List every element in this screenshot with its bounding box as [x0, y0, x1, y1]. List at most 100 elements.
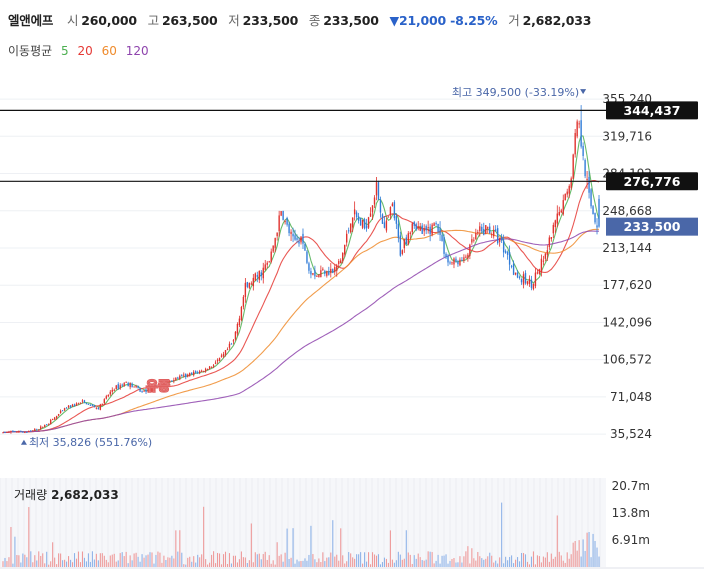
ma-60[interactable]: 60	[101, 44, 117, 58]
ma-120[interactable]: 120	[125, 44, 149, 58]
candle-body	[308, 263, 310, 271]
ma-20[interactable]: 20	[77, 44, 93, 58]
candle-body	[145, 389, 147, 392]
candle-body	[44, 424, 46, 427]
candle-body	[496, 228, 499, 244]
volume-bar	[475, 560, 477, 567]
volume-bar	[457, 562, 459, 567]
volume-bar	[177, 551, 179, 567]
volume-bar	[389, 530, 391, 567]
volume-bar	[570, 554, 572, 567]
volume-bar	[93, 559, 95, 567]
volume-bar	[495, 560, 497, 567]
candle-body	[119, 385, 121, 389]
high-label: 고	[147, 13, 160, 28]
volume-bar	[435, 560, 437, 567]
candle-body	[336, 266, 338, 271]
ma-20-line	[2, 179, 600, 434]
volume-bar	[20, 562, 22, 567]
candle-body	[95, 407, 98, 409]
volume-bar	[30, 551, 32, 567]
candle-body	[318, 274, 320, 277]
current-price-tag	[606, 217, 698, 236]
volume-bar	[296, 559, 298, 567]
volume-bar	[536, 555, 538, 567]
volume-bar	[89, 561, 91, 567]
candle-body	[578, 123, 580, 125]
volume-bar	[336, 554, 338, 567]
volume-bar	[199, 557, 201, 567]
volume-bar	[179, 530, 181, 567]
volume-bar	[256, 554, 258, 567]
candle-body	[121, 384, 123, 386]
volume-bar	[588, 532, 590, 567]
volume-bar	[220, 564, 223, 567]
candle-body	[353, 209, 356, 215]
candle-body	[22, 431, 24, 433]
volume-bar	[50, 561, 52, 567]
ma-5-line	[2, 135, 600, 434]
candle-body	[596, 225, 598, 228]
candle-body	[491, 234, 493, 236]
volume-bar	[226, 563, 229, 567]
candle-body	[87, 403, 90, 405]
volume-panel-value: 2,682,033	[51, 488, 119, 502]
candle-body	[133, 386, 135, 388]
volume-bar	[407, 552, 409, 567]
volume-bar	[590, 557, 592, 567]
candle-body	[79, 402, 82, 404]
volume-bar	[431, 552, 433, 567]
volume-bar	[532, 551, 534, 567]
candle-body	[584, 159, 586, 177]
ma-5[interactable]: 5	[61, 44, 69, 58]
candle-body	[262, 267, 264, 279]
candle-body	[290, 231, 292, 234]
candle-body	[304, 244, 306, 251]
volume-bar	[121, 552, 123, 567]
high-value: 263,500	[161, 13, 218, 28]
candle-body	[314, 270, 316, 277]
volume-bar	[479, 556, 481, 567]
volume-bar	[211, 554, 213, 567]
candle-body	[538, 269, 541, 274]
open-value: 260,000	[81, 13, 137, 28]
candle-body	[187, 374, 189, 377]
candle-body	[61, 410, 64, 412]
volume-bar	[290, 557, 292, 567]
candle-body	[59, 410, 62, 413]
volume-bar	[292, 528, 294, 567]
volume-bar	[6, 561, 8, 567]
volume-bar	[254, 552, 256, 567]
volume-bar	[497, 563, 499, 567]
volume-bar	[338, 560, 340, 567]
volume-bar	[515, 559, 517, 567]
price-axis-label: 319,716	[602, 129, 652, 143]
candle-body	[179, 375, 181, 380]
candle-body	[479, 226, 481, 232]
volume-bar	[46, 551, 48, 567]
volume-bar	[328, 557, 330, 567]
volume-bar	[320, 562, 322, 567]
candle-body	[198, 371, 201, 374]
volume-bar	[485, 558, 487, 567]
candle-body	[389, 207, 392, 216]
candle-body	[558, 211, 560, 216]
volume-bar	[387, 562, 389, 567]
volume-bar	[491, 555, 493, 567]
candle-body	[32, 430, 34, 432]
candle-body	[572, 154, 574, 179]
volume-bar	[147, 554, 149, 567]
candle-body	[471, 239, 473, 243]
volume-bar	[81, 551, 84, 567]
candle-body	[53, 417, 56, 420]
candle-body	[14, 431, 16, 433]
volume-bar	[584, 550, 586, 567]
volume-bar	[69, 559, 72, 567]
volume-bar	[469, 563, 471, 567]
volume-bar	[16, 555, 18, 567]
volume-bar	[401, 559, 403, 567]
candle-body	[429, 226, 431, 235]
volume-bar	[248, 560, 250, 567]
candle-body	[93, 405, 96, 408]
